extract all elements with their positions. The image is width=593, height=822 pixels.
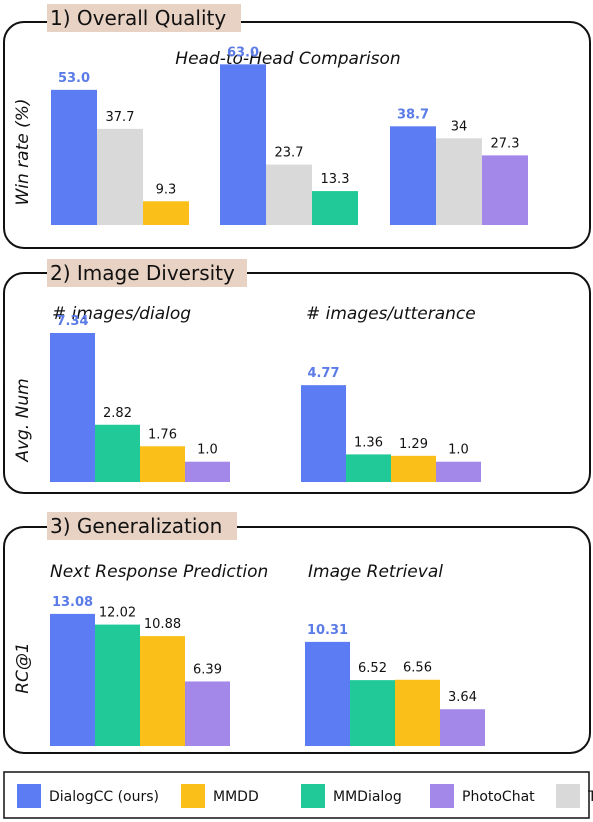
legend-swatch-tie <box>556 784 580 808</box>
value-label-p1-g1-dialogcc-ours: 53.0 <box>58 71 90 86</box>
bar-p2-g1-photochat <box>185 461 230 482</box>
panel-image-diversity: 2) Image Diversity # images/dialog # ima… <box>3 259 591 494</box>
panel-3-subtitle-right: Image Retrieval <box>308 562 443 582</box>
value-label-p3-g2-mmdd: 6.56 <box>403 661 432 676</box>
bar-p1-g1-mmdd <box>143 201 189 225</box>
bar-p3-g2-mmdialog <box>350 680 395 746</box>
value-label-p2-g1-dialogcc-ours: 7.34 <box>56 314 88 329</box>
bar-p1-g2-mmdialog <box>312 191 358 225</box>
legend-swatch-dialogcc-ours <box>17 784 41 808</box>
panel-1-chart-title: Head-to-Head Comparison <box>175 49 400 69</box>
panel-overall-quality: 1) Overall Quality Head-to-Head Comparis… <box>3 4 591 249</box>
panel-2-frame <box>3 272 591 494</box>
legend-label-dialogcc-ours: DialogCC (ours) <box>49 789 159 805</box>
bar-p1-g3-dialogcc-ours <box>390 126 436 225</box>
value-label-p2-g2-photochat: 1.0 <box>448 443 469 458</box>
bar-p3-g2-dialogcc-ours <box>305 641 350 746</box>
panel-1-title-bg <box>47 4 241 32</box>
panel-2-bars: 7.34 2.82 1.76 1.0 4.77 1.36 1.29 1.0 <box>50 314 481 482</box>
bar-p2-g1-mmdd <box>140 446 185 482</box>
panel-2-subtitle-right: # images/utterance <box>306 304 476 324</box>
value-label-p1-g2-mmdialog: 13.3 <box>321 172 350 187</box>
value-label-p2-g1-mmdd: 1.76 <box>148 427 177 442</box>
value-label-p1-g1-mmdd: 9.3 <box>156 182 177 197</box>
bar-p3-g1-mmdialog <box>95 624 140 746</box>
panel-1-ylabel: Win rate (%) <box>13 98 33 205</box>
value-label-p2-g1-photochat: 1.0 <box>197 443 218 458</box>
legend-label-mmdialog: MMDialog <box>333 789 402 805</box>
panel-3-title-bg <box>47 512 237 540</box>
value-label-p3-g2-dialogcc-ours: 10.31 <box>307 623 348 638</box>
value-label-p1-g2-tie: 23.7 <box>275 146 304 161</box>
bar-p1-g3-tie <box>436 138 482 225</box>
value-label-p2-g2-mmdialog: 1.36 <box>354 435 383 450</box>
bar-p1-g3-photochat <box>482 155 528 225</box>
bar-p3-g1-mmdd <box>140 636 185 746</box>
legend-swatch-mmdd <box>181 784 205 808</box>
value-label-p3-g1-dialogcc-ours: 13.08 <box>52 595 93 610</box>
panel-3-subtitle-left: Next Response Prediction <box>50 562 268 582</box>
bar-p2-g2-dialogcc-ours <box>301 385 346 482</box>
bar-p2-g2-photochat <box>436 461 481 482</box>
value-label-p1-g2-dialogcc-ours: 63.0 <box>227 45 259 60</box>
panel-2-title: 2) Image Diversity <box>50 261 235 285</box>
bar-p3-g2-mmdd <box>395 679 440 746</box>
bar-p2-g1-mmdialog <box>95 424 140 482</box>
bar-p3-g1-photochat <box>185 681 230 746</box>
panel-generalization: 3) Generalization Next Response Predicti… <box>3 512 591 754</box>
bar-p2-g1-dialogcc-ours <box>50 332 95 482</box>
legend-swatch-mmdialog <box>301 784 325 808</box>
bar-p1-g2-tie <box>266 164 312 225</box>
panel-3-ylabel: RC@1 <box>13 642 33 694</box>
panel-1-title: 1) Overall Quality <box>50 6 226 30</box>
panel-2-ylabel: Avg. Num <box>13 378 33 462</box>
value-label-p1-g3-photochat: 27.3 <box>491 136 520 151</box>
bar-p1-g1-tie <box>97 128 143 225</box>
panel-3-title: 3) Generalization <box>50 514 222 538</box>
legend-label-tie: Tie <box>587 789 593 805</box>
legend-label-photochat: PhotoChat <box>462 789 535 805</box>
panel-2-title-bg <box>47 259 247 287</box>
legend-frame <box>3 771 590 819</box>
value-label-p3-g1-photochat: 6.39 <box>193 662 222 677</box>
bar-p3-g1-dialogcc-ours <box>50 613 95 746</box>
legend: DialogCC (ours) MMDD MMDialog PhotoChat Tie <box>3 771 593 819</box>
bar-p1-g1-dialogcc-ours <box>51 89 97 225</box>
bar-p3-g2-photochat <box>440 709 485 746</box>
bar-p2-g2-mmdialog <box>346 454 391 482</box>
panel-1-bars: 53.0 37.7 9.3 63.0 23.7 13.3 38.7 34 27.3 <box>51 45 528 225</box>
bar-p1-g2-dialogcc-ours <box>220 64 266 225</box>
value-label-p3-g2-photochat: 3.64 <box>448 690 477 705</box>
value-label-p3-g2-mmdialog: 6.52 <box>358 661 387 676</box>
panel-3-bars: 13.08 12.02 10.88 6.39 10.31 6.52 6.56 3.64 <box>50 595 485 746</box>
value-label-p1-g1-tie: 37.7 <box>106 110 135 125</box>
panel-2-subtitle-left: # images/dialog <box>52 304 191 324</box>
value-label-p2-g1-mmdialog: 2.82 <box>103 406 132 421</box>
value-label-p3-g1-mmdd: 10.88 <box>144 617 181 632</box>
value-label-p2-g2-mmdd: 1.29 <box>399 437 428 452</box>
legend-label-mmdd: MMDD <box>213 789 259 805</box>
value-label-p1-g3-dialogcc-ours: 38.7 <box>397 107 429 122</box>
legend-items: DialogCC (ours) MMDD MMDialog PhotoChat Tie <box>17 784 593 808</box>
legend-swatch-photochat <box>430 784 454 808</box>
value-label-p2-g2-dialogcc-ours: 4.77 <box>307 366 339 381</box>
bar-p2-g2-mmdd <box>391 455 436 482</box>
value-label-p1-g3-tie: 34 <box>451 119 468 134</box>
value-label-p3-g1-mmdialog: 12.02 <box>99 606 136 621</box>
